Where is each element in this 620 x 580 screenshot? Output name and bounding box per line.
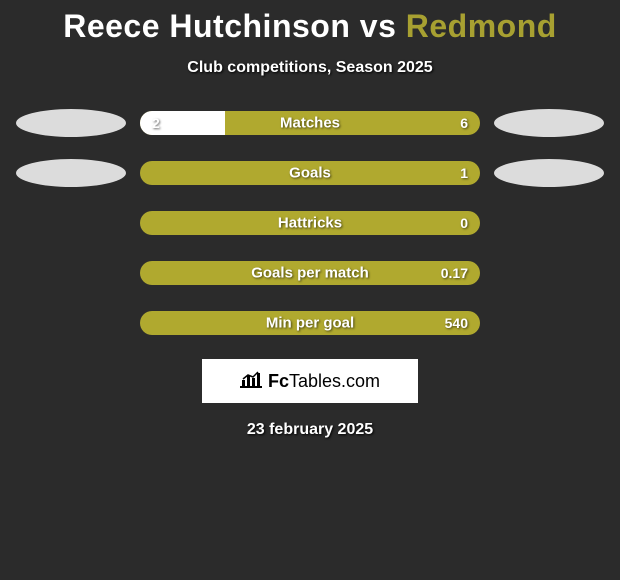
stat-row: Goals per match 0.17 (0, 259, 620, 287)
stat-bar: Goals 1 (140, 161, 480, 185)
bar-label: Hattricks (278, 215, 342, 232)
bar-right-value: 540 (445, 315, 468, 331)
logo-text: FcTables.com (268, 371, 380, 392)
bar-label: Min per goal (266, 315, 354, 332)
stat-bar: Matches 2 6 (140, 111, 480, 135)
logo-rest: Tables.com (289, 371, 380, 391)
bar-right-value: 0 (460, 215, 468, 231)
stat-row: Min per goal 540 (0, 309, 620, 337)
left-ellipse (16, 109, 126, 137)
stat-rows: Matches 2 6 Goals 1 Hattricks 0 Goals per match… (0, 109, 620, 337)
player2-name: Redmond (406, 8, 557, 44)
page-title: Reece Hutchinson vs Redmond (0, 8, 620, 45)
stat-bar: Hattricks 0 (140, 211, 480, 235)
bar-label: Goals per match (251, 265, 369, 282)
bar-right-value: 0.17 (441, 265, 468, 281)
player1-name: Reece Hutchinson (63, 8, 350, 44)
right-ellipse (494, 109, 604, 137)
date-text: 23 february 2025 (0, 421, 620, 439)
stat-bar: Min per goal 540 (140, 311, 480, 335)
right-ellipse (494, 159, 604, 187)
logo-bold: Fc (268, 371, 289, 391)
bar-left-value: 2 (152, 115, 160, 131)
logo-box: FcTables.com (202, 359, 418, 403)
bar-right-value: 1 (460, 165, 468, 181)
left-ellipse (16, 159, 126, 187)
infographic-container: Reece Hutchinson vs Redmond Club competi… (0, 0, 620, 439)
bar-right-value: 6 (460, 115, 468, 131)
stat-row: Matches 2 6 (0, 109, 620, 137)
chart-icon (240, 370, 262, 393)
bar-label: Goals (289, 165, 331, 182)
stat-row: Hattricks 0 (0, 209, 620, 237)
bar-label: Matches (280, 115, 340, 132)
subtitle: Club competitions, Season 2025 (0, 59, 620, 77)
stat-bar: Goals per match 0.17 (140, 261, 480, 285)
stat-row: Goals 1 (0, 159, 620, 187)
vs-text: vs (360, 8, 397, 44)
